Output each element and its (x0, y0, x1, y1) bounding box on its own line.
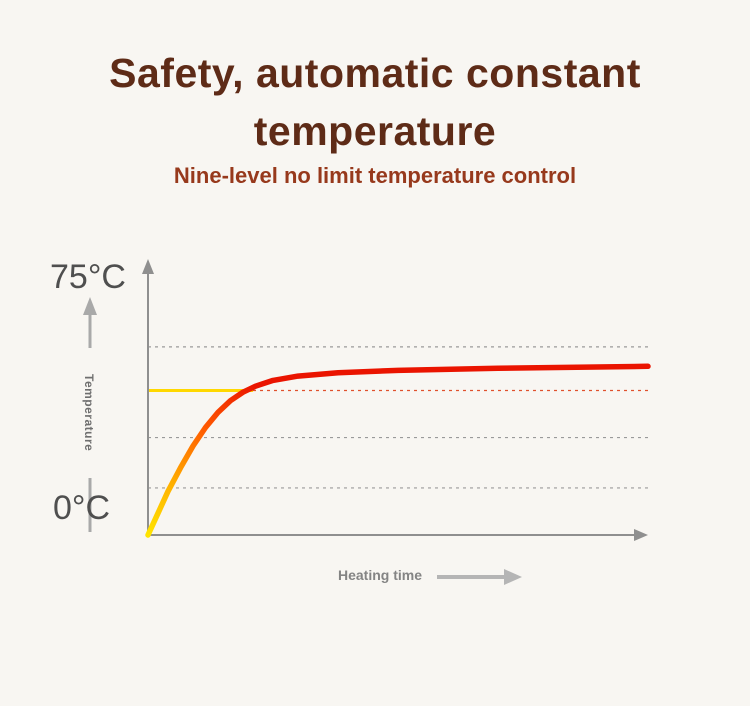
y-axis-title: Temperature (81, 348, 97, 478)
temperature-curve (145, 363, 651, 538)
title-line-2: temperature (253, 108, 497, 154)
axes-layer (83, 259, 648, 585)
heating-time-arrow-icon (504, 569, 522, 585)
x-axis-arrow-icon (634, 529, 648, 541)
page-title: Safety, automatic constant temperature (0, 44, 750, 160)
y-axis-min-label: 0°C (53, 489, 111, 527)
x-axis-title: Heating time (338, 567, 423, 583)
y-axis-max-label: 75°C (50, 258, 126, 296)
gridlines-layer (148, 346, 648, 489)
temperature-axis-arrow-icon (83, 297, 97, 315)
y-axis-arrow-icon (142, 259, 154, 274)
curve-layer (145, 363, 651, 538)
title-line-1: Safety, automatic constant (109, 50, 641, 96)
page-subtitle: Nine-level no limit temperature control (173, 163, 577, 188)
